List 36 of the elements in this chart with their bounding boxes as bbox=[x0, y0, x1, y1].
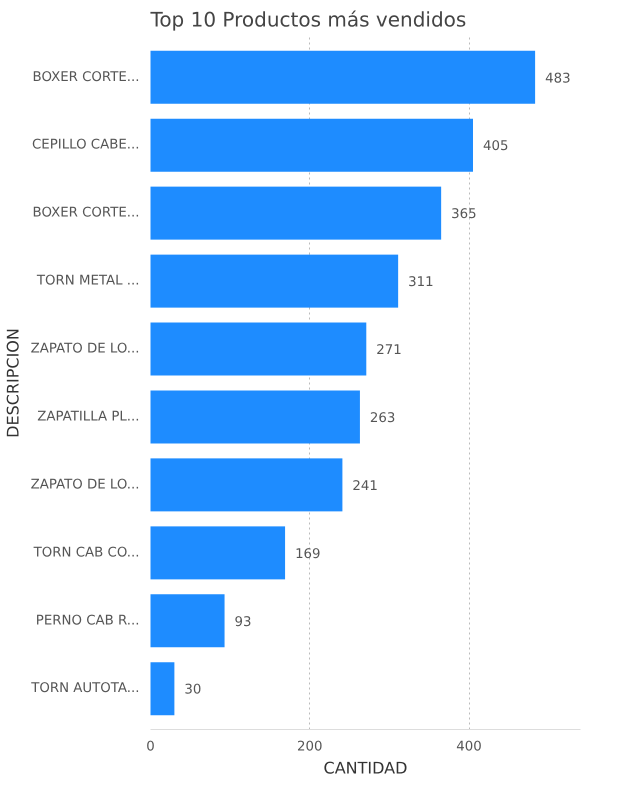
data-label: 271 bbox=[376, 343, 402, 358]
y-tick-label: TORN AUTOTA... bbox=[30, 681, 140, 696]
data-label: 365 bbox=[451, 207, 477, 222]
bar bbox=[150, 594, 225, 648]
data-label: 30 bbox=[184, 682, 202, 698]
data-label: 169 bbox=[295, 546, 321, 562]
y-tick-label: ZAPATILLA PL... bbox=[37, 409, 140, 424]
y-tick-label: ZAPATO DE LO... bbox=[30, 342, 140, 357]
y-tick-label: TORN METAL ... bbox=[36, 274, 140, 289]
data-label: 241 bbox=[352, 478, 378, 494]
y-tick-label: ZAPATO DE LO... bbox=[30, 477, 140, 492]
x-axis-title: CANTIDAD bbox=[324, 758, 408, 778]
y-tick-label: BOXER CORTE... bbox=[32, 70, 140, 85]
data-label: 93 bbox=[234, 614, 252, 630]
chart-title: Top 10 Productos más vendidos bbox=[150, 8, 466, 32]
data-label: 311 bbox=[408, 275, 434, 290]
bar bbox=[150, 118, 473, 172]
data-label: 263 bbox=[370, 410, 396, 426]
data-label: 405 bbox=[483, 139, 508, 154]
y-tick-label: PERNO CAB R... bbox=[36, 613, 140, 628]
bar bbox=[150, 254, 398, 308]
x-tick-label: 200 bbox=[297, 740, 322, 754]
bar bbox=[150, 526, 286, 580]
bar bbox=[150, 662, 174, 716]
data-label: 483 bbox=[545, 71, 571, 86]
y-tick-label: BOXER CORTE... bbox=[32, 206, 140, 221]
bar bbox=[150, 186, 442, 240]
x-tick-label: 400 bbox=[456, 740, 482, 754]
bar bbox=[150, 50, 536, 104]
y-tick-label: TORN CAB CO... bbox=[32, 545, 140, 560]
bar bbox=[150, 458, 342, 512]
y-tick-label: CEPILLO CABE... bbox=[32, 138, 140, 153]
bar bbox=[150, 390, 360, 444]
y-axis-title: DESCRIPCION bbox=[4, 328, 23, 438]
bar bbox=[150, 322, 366, 376]
x-tick-label: 0 bbox=[146, 740, 155, 754]
